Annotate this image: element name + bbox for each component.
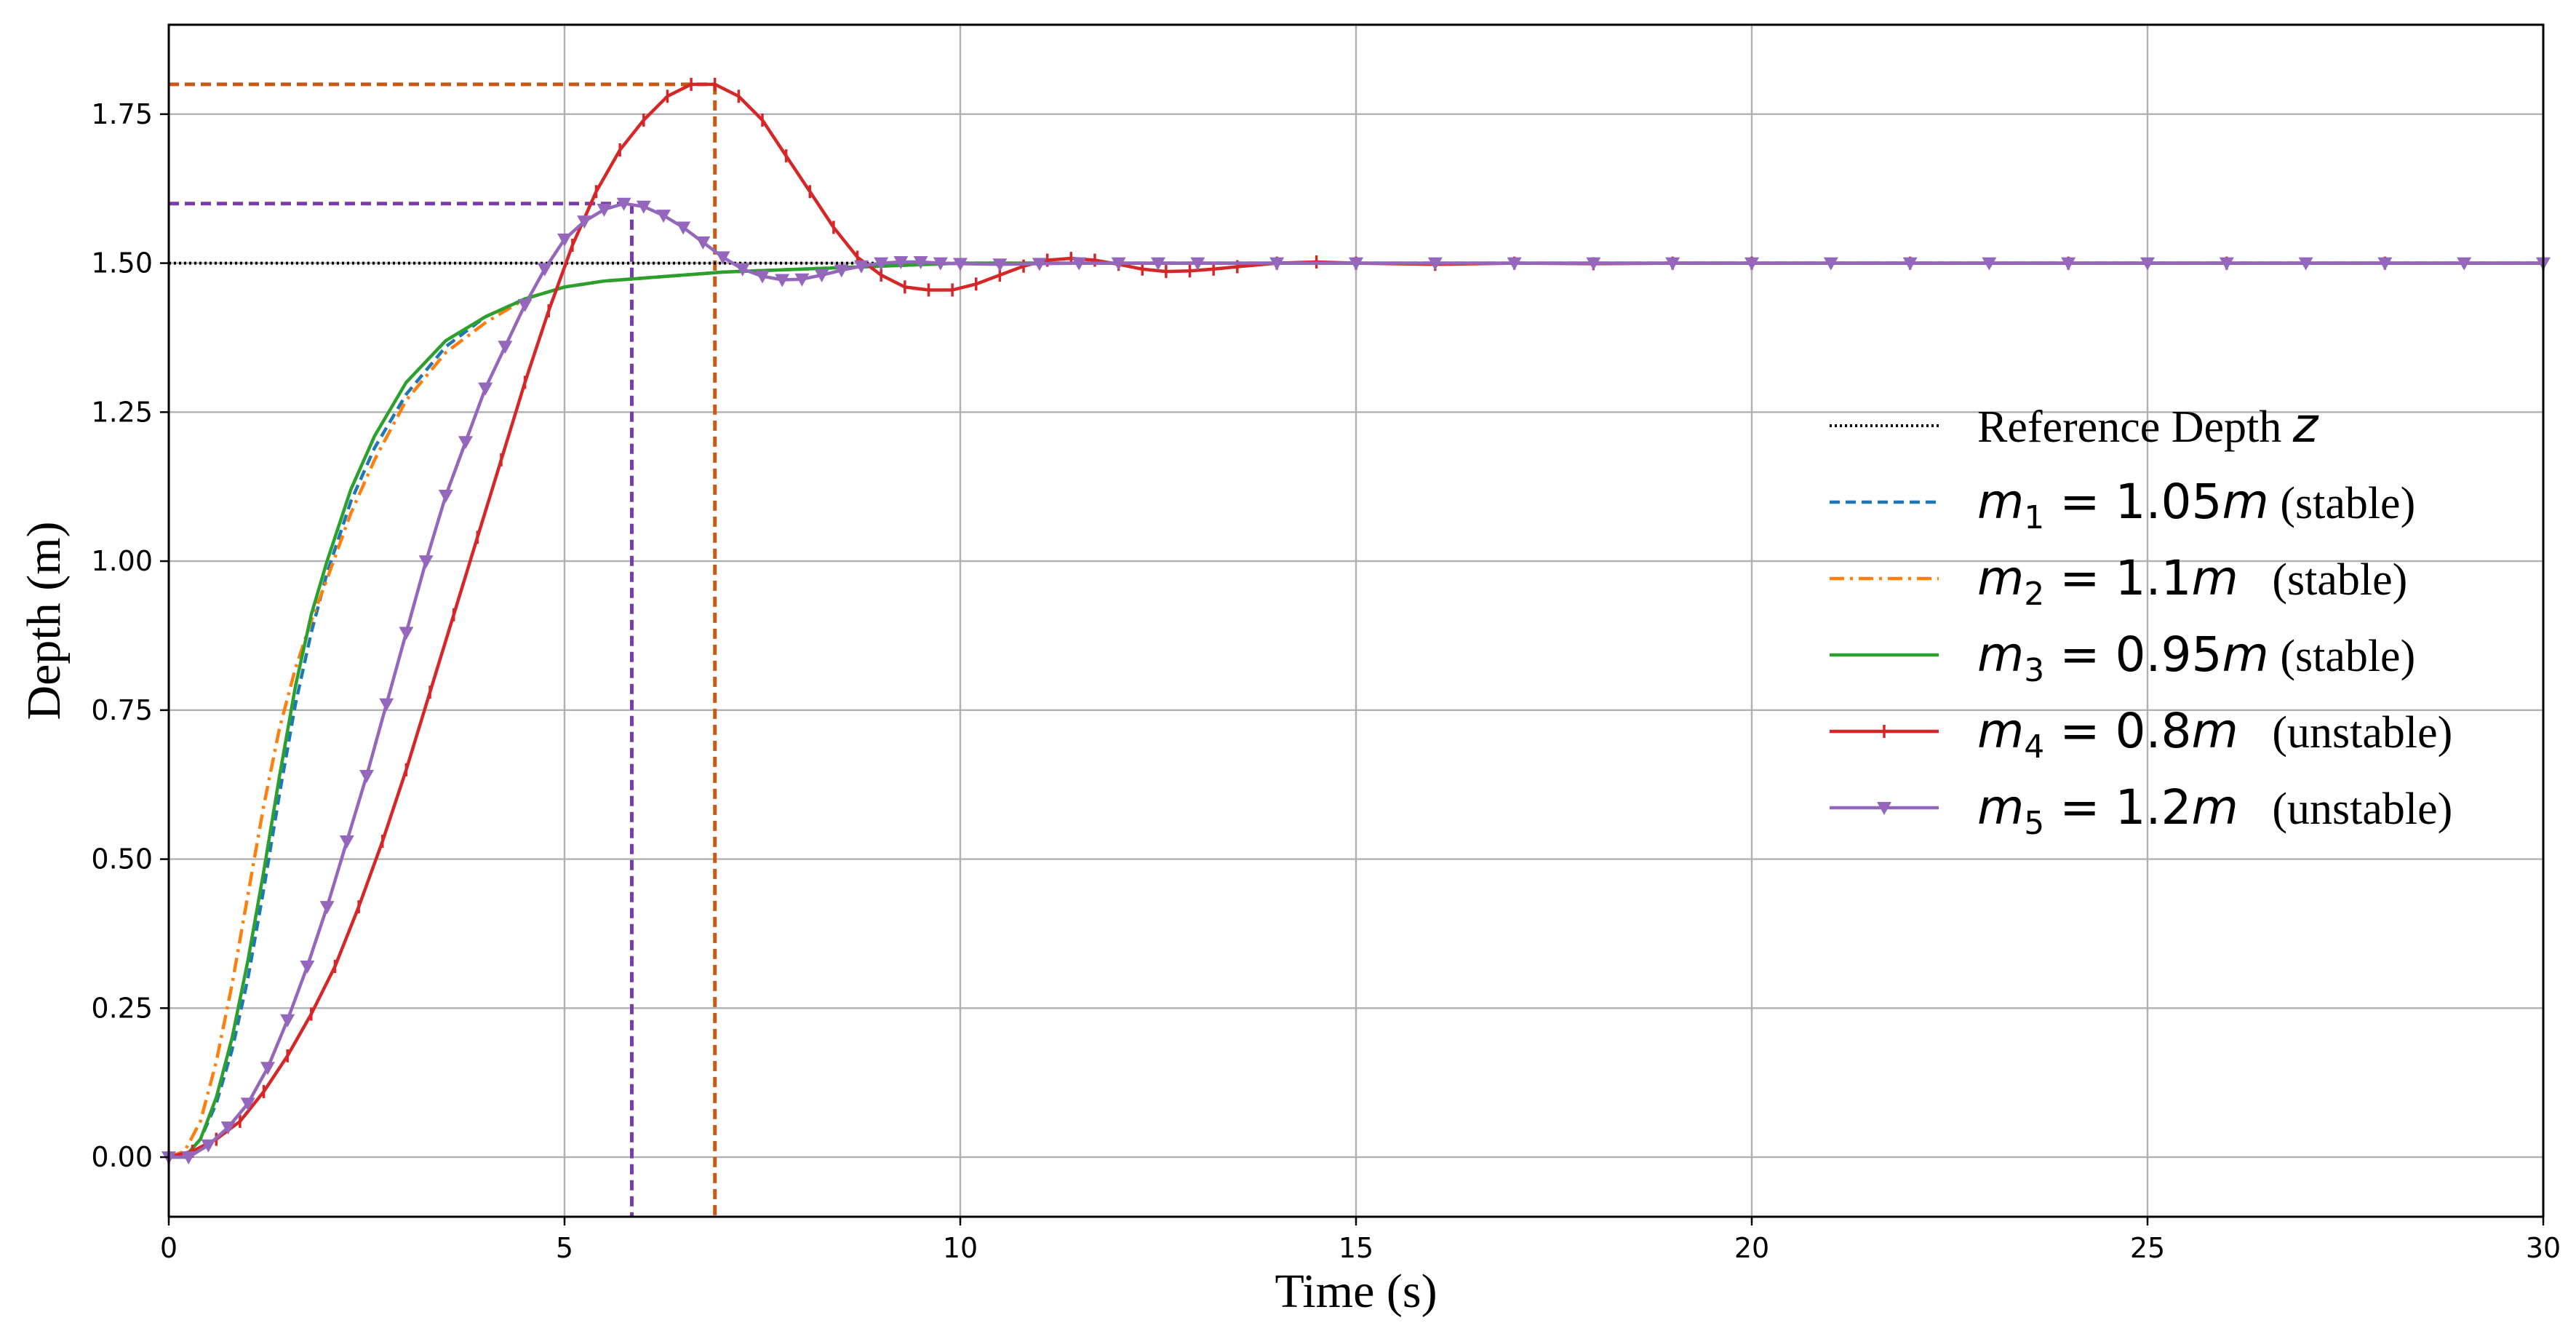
series-line-m1 (169, 261, 2543, 1159)
data-point-m5 (953, 258, 968, 271)
legend-label-m5: m5 = 1.2m (unstable) (1977, 779, 2452, 842)
data-point-m5 (260, 1062, 275, 1076)
data-point-m5 (933, 257, 948, 271)
data-point-m5 (1190, 257, 1205, 271)
data-point-m5 (992, 258, 1008, 272)
y-tick-label: 1.75 (91, 98, 153, 130)
data-point-m5 (2061, 257, 2076, 271)
data-point-m5 (1349, 257, 1363, 271)
x-tick-label: 20 (1734, 1232, 1769, 1264)
data-point-m5 (1269, 257, 1285, 271)
legend-label-m3: m3 = 0.95m (stable) (1977, 627, 2415, 689)
x-tick-label: 0 (160, 1232, 178, 1264)
data-point-m5 (537, 263, 552, 277)
data-point-m5 (715, 251, 730, 265)
data-point-m5 (735, 263, 750, 277)
data-point-m5 (656, 210, 671, 223)
data-point-m5 (636, 200, 651, 214)
data-point-m5 (181, 1151, 196, 1165)
data-point-m5 (2457, 257, 2472, 271)
data-point-m5 (854, 260, 869, 274)
data-point-m5 (220, 1121, 236, 1135)
data-point-m5 (577, 215, 592, 229)
data-point-m5 (339, 835, 354, 849)
data-point-m5 (893, 255, 909, 269)
y-tick-label: 0.25 (91, 992, 153, 1024)
data-point-m5 (280, 1014, 295, 1028)
y-axis: 0.00 0.25 0.50 0.75 1.00 1.25 1.50 1.75 (91, 98, 169, 1173)
data-point-m5 (834, 264, 849, 278)
x-axis-title: Time (s) (1275, 1265, 1437, 1318)
y-tick-label: 1.25 (91, 396, 153, 428)
data-point-m5 (1586, 257, 1601, 271)
data-point-m5 (418, 555, 434, 569)
data-point-m5 (2377, 257, 2393, 271)
data-point-m5 (676, 221, 691, 235)
x-tick-label: 25 (2130, 1232, 2165, 1264)
data-point-m5 (379, 698, 394, 712)
data-point-m5 (2298, 257, 2313, 271)
data-point-m5 (1032, 258, 1047, 271)
data-point-m5 (695, 236, 711, 250)
data-point-m5 (1507, 257, 1522, 271)
data-point-m5 (814, 269, 829, 282)
y-tick-label: 0.00 (91, 1141, 153, 1173)
data-point-m5 (2140, 257, 2155, 271)
data-point-m5 (597, 203, 612, 217)
data-point-m5 (794, 273, 810, 287)
data-point-m5 (201, 1139, 216, 1153)
legend-marker-m5 (1877, 802, 1891, 815)
data-point-m5 (1665, 257, 1680, 271)
data-point-m5 (478, 382, 493, 396)
data-point-m5 (1823, 257, 1838, 271)
data-point-m5 (240, 1097, 255, 1111)
y-tick-label: 1.50 (91, 247, 153, 279)
x-tick-label: 10 (943, 1232, 978, 1264)
x-tick-label: 5 (556, 1232, 573, 1264)
data-point-m5 (2219, 257, 2234, 271)
data-point-m5 (913, 255, 928, 269)
peak-guides (169, 82, 717, 1217)
data-point-m5 (1151, 257, 1165, 271)
data-point-m5 (498, 341, 513, 354)
series-line-m5 (169, 202, 2543, 1159)
data-point-m5 (399, 627, 414, 640)
data-point-m5 (300, 961, 315, 974)
data-point-m5 (616, 197, 631, 211)
y-tick-label: 1.00 (91, 545, 153, 577)
series-m5 (162, 197, 2551, 1165)
data-point-m5 (319, 901, 335, 915)
data-point-m5 (458, 436, 473, 450)
y-axis-title: Depth (m) (17, 521, 71, 720)
series-layer (162, 77, 2551, 1165)
data-point-m5 (517, 298, 533, 312)
legend-label-m2: m2 = 1.1m (stable) (1977, 550, 2407, 613)
data-point-m5 (438, 490, 453, 504)
data-point-m5 (775, 274, 790, 287)
legend-label-m1: m1 = 1.05m (stable) (1977, 474, 2415, 536)
legend: Reference Depth z m1 = 1.05m (stable) m2 =… (1830, 397, 2452, 842)
data-point-m5 (1111, 257, 1126, 271)
data-point-m5 (1982, 257, 1997, 271)
data-point-m5 (755, 270, 770, 284)
legend-label-reference: Reference Depth z (1977, 397, 2319, 453)
y-tick-label: 0.75 (91, 694, 153, 726)
y-tick-label: 0.50 (91, 843, 153, 875)
x-axis: 0 5 10 15 20 25 30 (160, 1217, 2561, 1264)
data-point-m5 (359, 769, 374, 783)
legend-label-m4: m4 = 0.8m (unstable) (1977, 703, 2452, 766)
data-point-m5 (874, 257, 889, 271)
series-m1 (169, 261, 2543, 1159)
data-point-m5 (1427, 257, 1443, 271)
data-point-m5 (1072, 257, 1087, 271)
data-point-m5 (1902, 257, 1918, 271)
x-tick-label: 30 (2526, 1232, 2561, 1264)
x-tick-label: 15 (1339, 1232, 1373, 1264)
data-point-m5 (557, 233, 572, 247)
data-point-m5 (1744, 257, 1759, 271)
